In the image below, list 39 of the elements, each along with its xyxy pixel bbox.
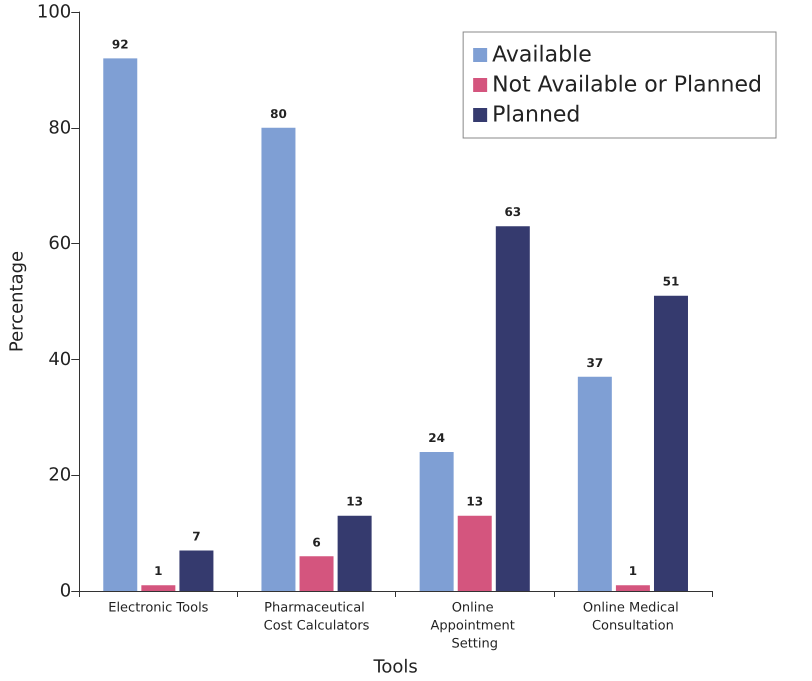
data-label: 13 (466, 494, 484, 509)
bar (616, 585, 650, 591)
y-tick-label: 80 (48, 117, 72, 138)
x-axis-title: Tools (372, 656, 418, 678)
legend-label: Available (492, 42, 592, 68)
bar (458, 516, 492, 591)
bar (654, 296, 688, 591)
data-label: 63 (504, 205, 522, 220)
bar (261, 128, 296, 591)
bar (420, 452, 454, 591)
data-label: 24 (428, 431, 445, 446)
x-tick-label: Online Medical Consultation (582, 600, 683, 634)
data-label: 6 (312, 535, 321, 550)
bar (103, 58, 138, 591)
data-label: 7 (192, 529, 201, 544)
y-tick-label: 20 (48, 464, 72, 486)
data-label: 92 (112, 37, 129, 52)
data-label: 37 (586, 356, 604, 370)
y-tick-label: 0 (60, 580, 72, 602)
bar (179, 550, 214, 591)
data-label: 1 (628, 564, 638, 578)
y-tick-label: 60 (48, 233, 72, 254)
bar (141, 585, 176, 591)
bar (300, 556, 334, 591)
y-axis-title: Percentage (6, 250, 28, 352)
bar (578, 376, 612, 591)
y-tick-label: 40 (48, 348, 72, 370)
bar (338, 516, 372, 591)
data-label: 80 (270, 106, 287, 121)
data-label: 1 (154, 564, 163, 578)
legend-label: Not Available or Planned (492, 72, 762, 98)
data-label: 51 (662, 274, 680, 289)
x-tick-label: Electronic Tools (108, 600, 209, 616)
legend-label: Planned (492, 102, 580, 128)
y-tick-label: 100 (36, 2, 72, 22)
x-tick-label: Online Appointment Setting (430, 600, 519, 652)
data-label: 13 (346, 494, 363, 509)
bar (496, 226, 530, 591)
x-tick-label: Pharmaceutical Cost Calculators (264, 600, 370, 634)
